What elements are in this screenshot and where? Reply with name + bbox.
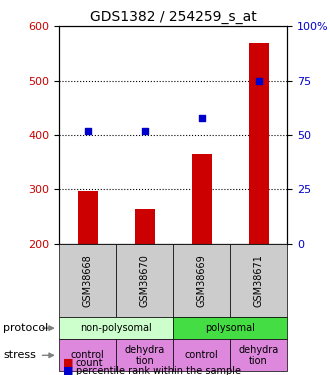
Text: GSM38669: GSM38669 (197, 254, 207, 307)
Text: control: control (71, 350, 105, 360)
Text: polysomal: polysomal (205, 323, 255, 333)
Text: protocol: protocol (3, 323, 49, 333)
Bar (249, 43, 269, 244)
Text: GSM38671: GSM38671 (254, 254, 264, 307)
Text: stress: stress (3, 350, 36, 360)
Text: count: count (76, 358, 104, 368)
Text: ■: ■ (63, 366, 73, 375)
Title: GDS1382 / 254259_s_at: GDS1382 / 254259_s_at (90, 10, 257, 24)
Text: ■: ■ (63, 358, 73, 368)
Point (85, 128, 90, 134)
Point (199, 115, 204, 121)
Bar (78, 191, 98, 244)
Text: dehydra
tion: dehydra tion (239, 345, 279, 366)
Bar (192, 154, 212, 244)
Text: dehydra
tion: dehydra tion (125, 345, 165, 366)
Bar (135, 210, 155, 244)
Text: percentile rank within the sample: percentile rank within the sample (76, 366, 241, 375)
Point (142, 128, 148, 134)
Text: GSM38668: GSM38668 (83, 254, 93, 307)
Text: GSM38670: GSM38670 (140, 254, 150, 307)
Point (256, 78, 261, 84)
Text: non-polysomal: non-polysomal (81, 323, 152, 333)
Text: control: control (185, 350, 218, 360)
